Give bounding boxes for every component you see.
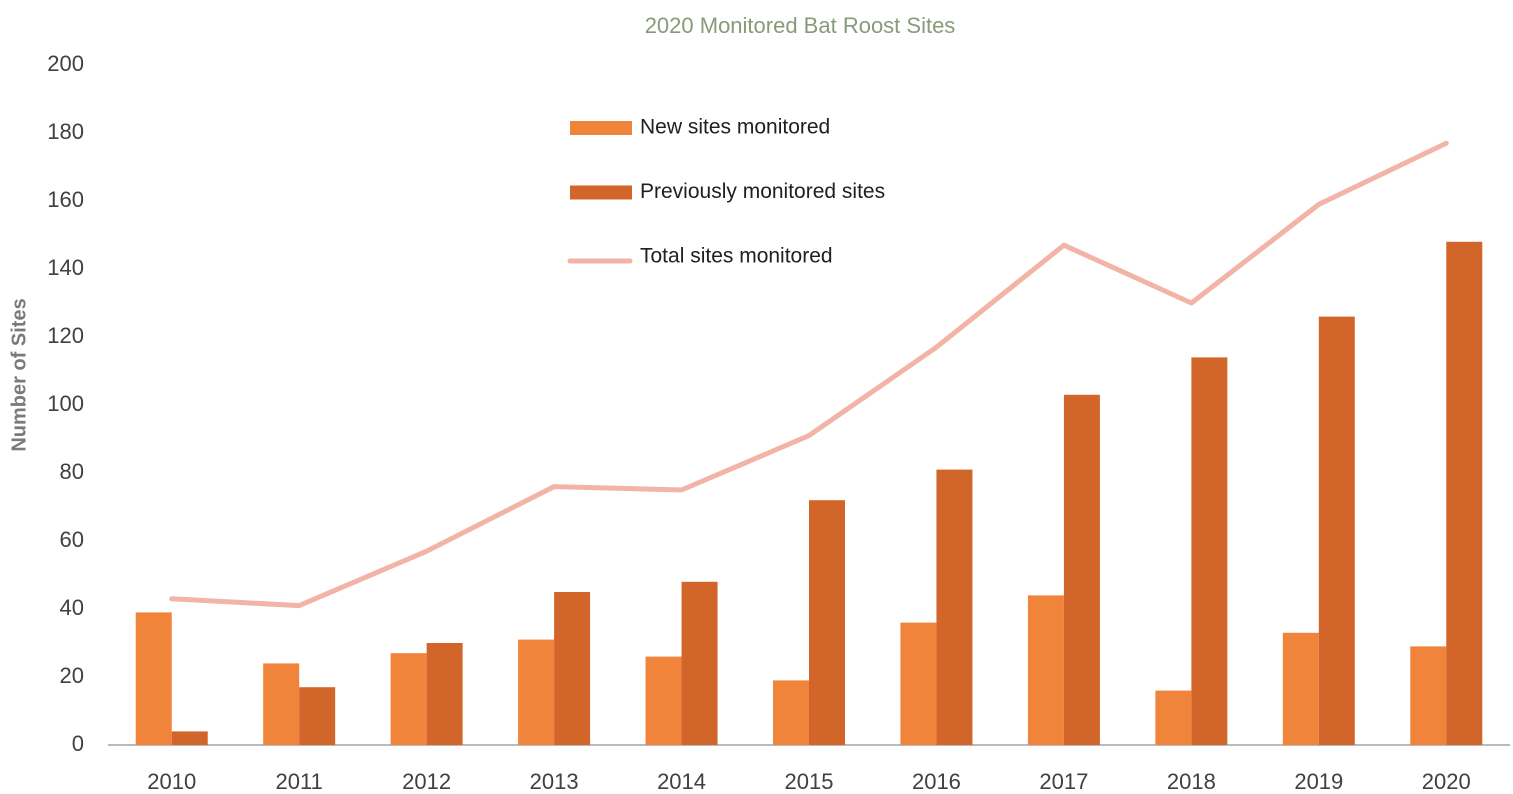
chart-title: 2020 Monitored Bat Roost Sites <box>645 13 956 38</box>
bar <box>1282 632 1319 745</box>
bar <box>426 643 463 745</box>
bar <box>681 581 718 745</box>
y-tick-label: 60 <box>60 527 84 552</box>
legend-label: Previously monitored sites <box>640 180 885 203</box>
bar <box>645 656 682 745</box>
bar <box>1191 357 1228 745</box>
x-tick-label: 2011 <box>276 769 323 794</box>
y-tick-label: 180 <box>47 119 84 144</box>
x-tick-label: 2012 <box>402 769 451 794</box>
y-tick-label: 120 <box>47 323 84 348</box>
legend-label: New sites monitored <box>640 116 830 139</box>
bar <box>1155 690 1192 745</box>
bar <box>299 687 336 745</box>
bar <box>263 663 300 745</box>
x-tick-label: 2020 <box>1422 769 1471 794</box>
bar <box>773 680 809 745</box>
bar <box>554 592 591 745</box>
y-axis-label: Number of Sites <box>8 298 30 451</box>
bar <box>1027 595 1064 745</box>
legend-swatch <box>570 185 632 200</box>
y-tick-label: 200 <box>47 51 84 76</box>
bar <box>1410 646 1447 745</box>
x-tick-label: 2010 <box>147 769 196 794</box>
bar <box>936 469 973 745</box>
x-tick-label: 2015 <box>785 769 834 794</box>
line <box>169 140 1449 609</box>
legend-swatch <box>570 121 632 135</box>
y-tick-label: 40 <box>60 595 84 620</box>
x-tick-label: 2018 <box>1167 769 1216 794</box>
x-tick-label: 2016 <box>912 769 961 794</box>
x-tick-label: 2014 <box>657 769 706 794</box>
y-tick-label: 20 <box>60 663 84 688</box>
bar <box>900 622 937 745</box>
y-tick-label: 140 <box>47 255 84 280</box>
bar <box>809 500 845 745</box>
bar <box>1446 241 1483 746</box>
y-tick-label: 0 <box>72 731 84 756</box>
bar <box>135 612 172 745</box>
y-tick-label: 80 <box>60 459 84 484</box>
legend-label: Total sites monitored <box>640 245 833 268</box>
bar <box>171 731 208 745</box>
x-tick-label: 2017 <box>1039 769 1088 794</box>
x-tick-label: 2019 <box>1294 769 1343 794</box>
x-tick-label: 2013 <box>530 769 579 794</box>
bar <box>1063 394 1100 745</box>
y-tick-label: 100 <box>47 391 84 416</box>
bar <box>390 653 427 745</box>
bar <box>1318 316 1355 745</box>
bar <box>518 639 555 745</box>
y-tick-label: 160 <box>47 187 84 212</box>
